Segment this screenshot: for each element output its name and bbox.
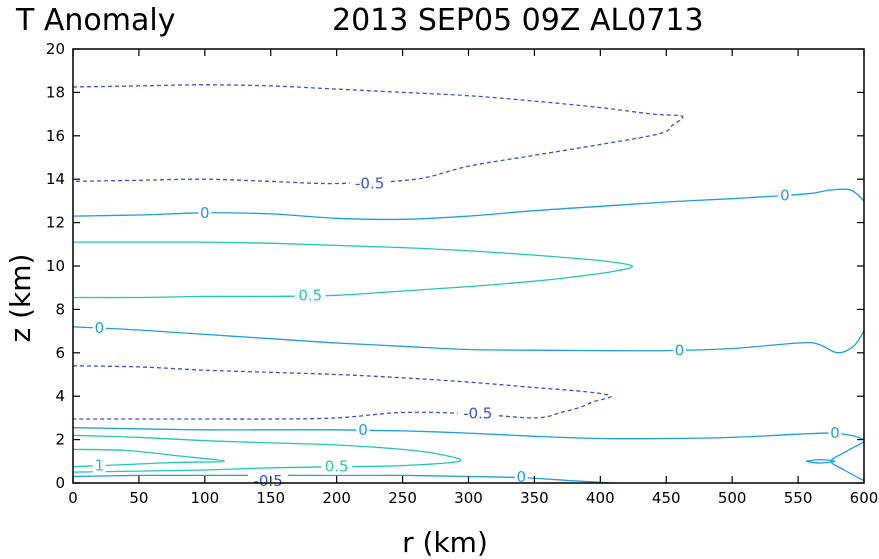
x-tick-label: 200 — [322, 489, 351, 507]
contour-line-pos-1 — [72, 448, 226, 468]
contour-label: 0 — [358, 421, 368, 439]
contour-line-pos-0-5 — [72, 241, 633, 299]
contour-line-0 — [72, 326, 865, 354]
x-tick-label: 550 — [784, 489, 813, 507]
contour-label-bg — [514, 468, 528, 485]
contour-label: 0 — [830, 424, 840, 442]
y-tick-label: 2 — [55, 431, 65, 449]
contour-label-bg — [92, 457, 106, 474]
y-axis-label: z (km) — [4, 254, 37, 343]
contour-label-bg — [672, 342, 686, 359]
y-tick-label: 14 — [46, 170, 65, 188]
contour-label-bg — [828, 425, 842, 442]
contour-line-0 — [72, 427, 865, 441]
contour-label: -0.5 — [463, 405, 492, 423]
y-tick-label: 0 — [55, 474, 65, 492]
contour-label: 0 — [200, 204, 210, 222]
contour-label-bg — [356, 421, 370, 438]
contour-label: -0.5 — [355, 175, 384, 193]
y-tick-label: 8 — [55, 300, 65, 318]
contour-label-bg — [321, 458, 353, 475]
x-tick-label: 350 — [520, 489, 549, 507]
contour-label-bg — [778, 187, 792, 204]
y-tick-label: 16 — [46, 127, 65, 145]
contour-layer — [72, 84, 865, 484]
y-tick-label: 10 — [46, 257, 65, 275]
contour-label-bg — [248, 472, 289, 489]
contour-line-0 — [72, 188, 865, 221]
contour-label-bg — [198, 204, 212, 221]
chart-title: T Anomaly — [15, 3, 175, 38]
contour-line-neg-0-5 — [72, 365, 612, 420]
x-tick-label: 100 — [191, 489, 220, 507]
x-tick-label: 250 — [388, 489, 417, 507]
contour-label: 0 — [95, 319, 105, 337]
contour-label: 0.5 — [325, 458, 349, 476]
contour-line-neg-0-5 — [72, 84, 684, 185]
contour-label-bg — [457, 405, 498, 422]
y-tick-label: 4 — [55, 387, 65, 405]
x-tick-label: 300 — [454, 489, 483, 507]
contour-label: 0 — [516, 468, 526, 486]
y-tick-label: 12 — [46, 214, 65, 232]
x-tick-label: 400 — [586, 489, 615, 507]
contour-label-bg — [92, 319, 106, 336]
contour-label: 0.5 — [298, 286, 322, 304]
contour-line-0 — [72, 474, 614, 484]
x-tick-label: 150 — [256, 489, 285, 507]
x-tick-label: 0 — [68, 489, 78, 507]
contour-label: 0 — [675, 342, 685, 360]
contour-label: 1 — [95, 457, 105, 475]
contour-label-layer: -0.5 -0.5 -0.5 0 0 0 0 0 0 0 0.5 0.5 1 — [92, 175, 842, 490]
contour-label-bg — [294, 287, 326, 304]
x-axis: 0 50 100 150 200 250 300 350 400 450 500 550 600 — [68, 49, 878, 507]
contour-line-0 — [830, 441, 865, 482]
x-axis-label: r (km) — [402, 526, 488, 559]
y-tick-label: 18 — [46, 83, 65, 101]
x-tick-label: 500 — [718, 489, 747, 507]
contour-line-0 — [805, 458, 836, 464]
chart-subtitle: 2013 SEP05 09Z AL0713 — [332, 3, 704, 38]
x-tick-label: 50 — [129, 489, 148, 507]
contour-line-pos-0-5 — [72, 434, 462, 473]
x-tick-label: 600 — [850, 489, 879, 507]
x-tick-label: 450 — [652, 489, 681, 507]
contour-label: 0 — [780, 186, 790, 204]
y-tick-label: 6 — [55, 344, 65, 362]
contour-label: -0.5 — [253, 472, 282, 490]
contour-label-bg — [349, 175, 390, 192]
y-tick-label: 20 — [46, 40, 65, 58]
